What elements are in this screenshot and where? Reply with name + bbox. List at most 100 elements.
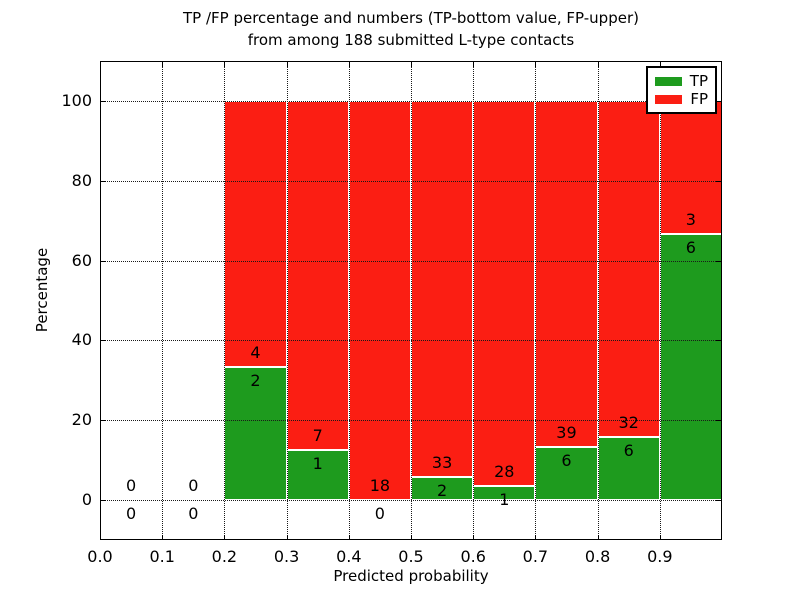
y-tick-label: 0 — [81, 490, 92, 510]
x-tick-label: 0.5 — [398, 547, 424, 566]
y-tick-right — [716, 260, 721, 262]
y-tick-label: 20 — [71, 410, 92, 430]
chart-title-line1: TP /FP percentage and numbers (TP-bottom… — [183, 9, 639, 27]
legend-item-fp: FP — [655, 92, 708, 107]
y-tick-left — [101, 180, 106, 182]
fp-count-label: 4 — [250, 343, 261, 363]
fp-legend-swatch — [655, 95, 683, 104]
tp-bar — [224, 367, 287, 501]
fp-bar — [411, 100, 474, 478]
x-tick-top — [411, 62, 412, 67]
x-tick-bottom — [535, 535, 537, 540]
x-gridline — [224, 61, 226, 540]
tp-count-label: 0 — [126, 504, 137, 524]
x-gridline — [659, 61, 661, 540]
fp-count-label: 28 — [494, 462, 515, 482]
x-tick-label: 0.3 — [273, 547, 300, 566]
x-tick-top — [162, 62, 164, 67]
x-tick-top — [473, 62, 475, 67]
y-tick-right — [716, 100, 721, 102]
fp-count-label: 18 — [369, 476, 391, 496]
fp-count-label: 0 — [126, 476, 137, 496]
fp-bar — [473, 100, 536, 487]
x-tick-label: 0.2 — [211, 547, 238, 566]
tp-count-label: 1 — [312, 454, 323, 474]
tp-bar — [286, 450, 349, 501]
x-gridline — [162, 61, 164, 540]
x-tick-top — [224, 62, 226, 67]
x-gridline — [348, 61, 350, 540]
y-tick-label: 80 — [71, 170, 92, 190]
chart-title: TP /FP percentage and numbers (TP-bottom… — [100, 7, 722, 51]
legend-label-fp: FP — [690, 90, 708, 108]
x-tick-bottom — [411, 535, 412, 540]
legend-item-tp: TP — [655, 74, 708, 89]
x-tick-label: 0.4 — [336, 547, 362, 566]
x-tick-bottom — [597, 535, 599, 540]
fp-bar — [597, 100, 660, 438]
y-tick-left — [101, 100, 106, 102]
x-tick-label: 0.8 — [584, 547, 611, 566]
fp-count-label: 7 — [312, 426, 323, 446]
fp-bar — [535, 100, 598, 447]
legend: TP FP — [646, 66, 717, 114]
x-tick-bottom — [100, 535, 101, 540]
fp-count-label: 3 — [685, 209, 696, 229]
x-tick-top — [659, 62, 661, 67]
tp-count-label: 2 — [437, 481, 448, 501]
y-tick-left — [101, 420, 106, 422]
y-tick-right — [716, 420, 721, 422]
y-tick-left — [101, 500, 106, 502]
x-tick-bottom — [348, 535, 350, 540]
x-tick-label: 0.1 — [149, 547, 175, 566]
x-tick-label: 0.6 — [460, 547, 486, 566]
y-tick-left — [101, 260, 106, 262]
fp-count-label: 32 — [618, 413, 639, 433]
x-tick-top — [597, 62, 599, 67]
x-gridline — [597, 61, 599, 540]
x-gridline — [411, 61, 412, 540]
chart-title-line2: from among 188 submitted L-type contacts — [247, 31, 575, 49]
fp-count-label: 0 — [188, 476, 199, 496]
legend-label-tp: TP — [689, 72, 708, 90]
tp-count-label: 2 — [250, 371, 261, 391]
y-tick-right — [716, 500, 721, 502]
fp-bar — [224, 100, 287, 368]
x-tick-label: 0.7 — [522, 547, 549, 566]
x-tick-bottom — [659, 535, 661, 540]
fp-bar — [286, 100, 349, 451]
x-tick-top — [348, 62, 350, 67]
x-tick-top — [100, 62, 101, 67]
x-gridline — [473, 61, 475, 540]
tp-count-label: 6 — [685, 237, 696, 257]
tp-count-label: 1 — [499, 490, 510, 510]
x-tick-bottom — [286, 535, 288, 540]
x-tick-top — [286, 62, 288, 67]
tp-legend-swatch — [655, 77, 682, 86]
fp-bar — [348, 100, 411, 501]
y-tick-label: 40 — [71, 330, 92, 350]
y-tick-label: 60 — [71, 250, 92, 270]
x-tick-label: 0.9 — [647, 547, 673, 566]
y-tick-right — [716, 340, 721, 342]
y-tick-left — [101, 340, 106, 342]
fp-count-label: 33 — [431, 453, 453, 473]
fp-count-label: 39 — [556, 422, 577, 442]
tp-count-label: 0 — [374, 504, 385, 524]
tp-count-label: 6 — [623, 441, 634, 461]
x-gridline — [535, 61, 537, 540]
x-tick-bottom — [162, 535, 164, 540]
x-tick-label: 0.0 — [87, 547, 113, 566]
fp-bar — [659, 100, 722, 234]
x-tick-bottom — [224, 535, 226, 540]
y-tick-right — [716, 180, 721, 182]
x-tick-top — [535, 62, 537, 67]
tp-count-label: 6 — [561, 450, 572, 470]
tp-count-label: 0 — [188, 504, 199, 524]
x-gridline — [286, 61, 288, 540]
x-axis-label: Predicted probability — [333, 567, 489, 585]
x-tick-bottom — [473, 535, 475, 540]
tp-bar — [659, 233, 722, 501]
y-tick-label: 100 — [61, 90, 92, 110]
